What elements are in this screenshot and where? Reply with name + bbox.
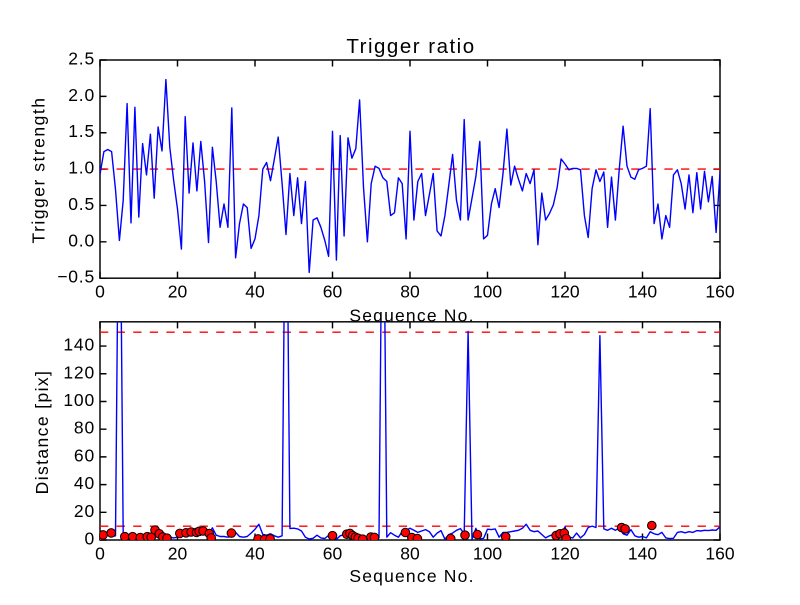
- svg-text:140: 140: [63, 335, 95, 355]
- svg-text:80: 80: [74, 418, 95, 438]
- svg-text:20: 20: [168, 544, 188, 564]
- svg-text:Distance [pix]: Distance [pix]: [32, 370, 52, 495]
- svg-text:60: 60: [323, 282, 343, 302]
- svg-text:Sequence No.: Sequence No.: [349, 566, 474, 586]
- svg-text:0: 0: [95, 282, 105, 302]
- svg-text:120: 120: [63, 362, 95, 382]
- svg-text:160: 160: [705, 544, 734, 564]
- svg-text:80: 80: [400, 544, 420, 564]
- svg-text:40: 40: [74, 473, 95, 493]
- svg-text:100: 100: [63, 390, 95, 410]
- svg-text:40: 40: [245, 282, 265, 302]
- svg-text:0.5: 0.5: [68, 194, 95, 214]
- svg-text:100: 100: [473, 282, 502, 302]
- svg-text:60: 60: [74, 445, 95, 465]
- svg-text:160: 160: [705, 282, 734, 302]
- svg-text:120: 120: [550, 544, 579, 564]
- svg-text:Trigger ratio: Trigger ratio: [346, 35, 475, 58]
- svg-text:0: 0: [95, 544, 105, 564]
- svg-text:60: 60: [323, 544, 343, 564]
- svg-text:1.0: 1.0: [68, 158, 95, 178]
- svg-text:−0.5: −0.5: [57, 267, 95, 287]
- svg-text:1.5: 1.5: [68, 121, 95, 141]
- svg-text:20: 20: [74, 501, 95, 521]
- svg-text:120: 120: [550, 282, 579, 302]
- svg-text:80: 80: [400, 282, 420, 302]
- svg-text:140: 140: [628, 282, 657, 302]
- svg-text:0.0: 0.0: [68, 230, 95, 250]
- svg-text:100: 100: [473, 544, 502, 564]
- svg-text:2.0: 2.0: [68, 85, 95, 105]
- svg-text:140: 140: [628, 544, 657, 564]
- svg-text:0: 0: [84, 529, 95, 549]
- svg-text:2.5: 2.5: [68, 49, 95, 69]
- svg-text:40: 40: [245, 544, 265, 564]
- svg-text:20: 20: [168, 282, 188, 302]
- svg-text:Sequence No.: Sequence No.: [349, 306, 474, 326]
- svg-text:Trigger strength: Trigger strength: [29, 97, 49, 244]
